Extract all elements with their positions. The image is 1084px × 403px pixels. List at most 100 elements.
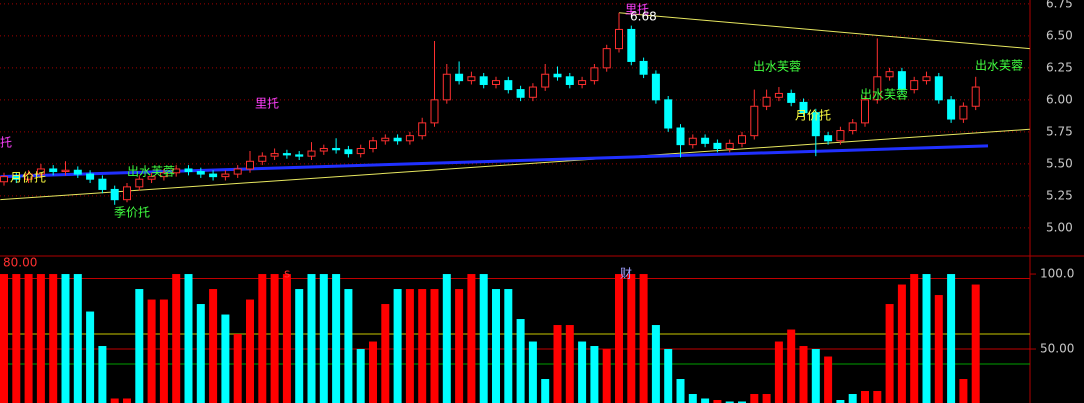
candle-body — [774, 92, 783, 98]
bar — [73, 274, 82, 403]
candle-body — [307, 150, 316, 157]
candle-body — [639, 60, 648, 75]
candle-body — [516, 89, 525, 98]
candle-body — [356, 147, 365, 155]
bar — [455, 289, 464, 403]
candle-body — [159, 172, 168, 178]
bar — [270, 274, 279, 403]
annotation: 月价托 — [795, 109, 831, 123]
candle-body — [541, 73, 550, 88]
bar — [861, 391, 869, 403]
annotation: 月价托 — [10, 171, 46, 185]
candle-body — [959, 105, 968, 120]
bar — [811, 349, 820, 403]
candle-body — [528, 86, 537, 98]
candle-body — [233, 168, 242, 175]
candle-body — [147, 176, 156, 180]
bar — [344, 289, 353, 403]
bar — [246, 299, 254, 403]
candle-body — [799, 101, 808, 114]
grid: 5.00 5.25 5.50 5.75 6.00 6.25 6.50 6.75 50.00 100… — [0, 0, 1074, 365]
y-tick-label: 6.25 — [1046, 60, 1073, 74]
bar — [651, 325, 660, 403]
candle-body — [73, 169, 82, 175]
candle-body — [0, 176, 8, 183]
annotation: 出水芙蓉 — [975, 59, 1023, 73]
candle-body — [836, 130, 845, 142]
y-tick-label: 5.50 — [1046, 156, 1073, 170]
bar — [664, 349, 673, 403]
bar — [442, 274, 451, 403]
candle-body — [49, 168, 58, 173]
bar — [897, 284, 906, 403]
candle-body — [455, 73, 464, 82]
candle-body — [615, 28, 623, 50]
bar — [528, 341, 537, 403]
candle-body — [861, 99, 869, 124]
candle-body — [270, 153, 279, 157]
candle-body — [12, 176, 21, 180]
trend-line — [0, 144, 989, 179]
candle-body — [135, 178, 144, 188]
candle-body — [393, 137, 402, 142]
candle-body — [492, 80, 500, 85]
bar — [688, 394, 697, 403]
panel-title: 80.00 — [3, 256, 37, 270]
bar — [86, 311, 95, 403]
bar — [565, 325, 574, 403]
candle-body — [750, 105, 759, 137]
bar — [947, 274, 956, 403]
bar — [516, 319, 525, 403]
annotation: 出水芙蓉 — [860, 88, 908, 102]
bar — [873, 391, 882, 403]
bar — [774, 341, 783, 403]
candle-body — [947, 99, 956, 120]
bar — [61, 274, 70, 403]
candle-body — [787, 92, 796, 103]
bar — [307, 274, 316, 403]
annotation: 里托 — [625, 3, 649, 17]
candle-body — [971, 86, 980, 107]
bar — [553, 325, 562, 403]
bar — [36, 274, 45, 403]
marks — [0, 12, 1030, 403]
bar — [787, 329, 796, 403]
candle-body — [418, 122, 427, 137]
bar — [824, 356, 833, 403]
bar — [184, 274, 193, 403]
candle-body — [258, 155, 267, 162]
candle-body — [221, 173, 230, 178]
candle-body — [713, 142, 722, 149]
bar — [971, 284, 980, 403]
bar — [98, 346, 107, 403]
bar — [430, 289, 439, 403]
candle-body — [209, 173, 218, 178]
bar — [922, 274, 931, 403]
candle-body — [590, 67, 599, 82]
bar — [332, 274, 341, 403]
candle-body — [762, 96, 771, 107]
candle-body — [848, 122, 857, 132]
candle-body — [910, 80, 919, 91]
candle-body — [332, 147, 341, 151]
candle-body — [196, 171, 205, 175]
bar — [836, 400, 845, 403]
candle-body — [98, 178, 107, 190]
annotation: 出水芙蓉 — [753, 60, 801, 74]
candle-body — [934, 76, 943, 101]
y-tick-label: 5.25 — [1046, 188, 1073, 202]
bar — [381, 304, 390, 403]
candle-body — [651, 73, 660, 101]
bar — [738, 401, 746, 403]
candle-body — [282, 153, 291, 156]
candle-body — [553, 73, 562, 78]
candle-body — [885, 71, 894, 78]
trend-line — [618, 12, 1030, 50]
bar — [602, 349, 611, 403]
candle-body — [24, 173, 33, 180]
candle-body — [738, 135, 746, 144]
candle-body — [110, 188, 119, 201]
annotations: 托 月价托 季价托 出水芙蓉 里托 里托 6.68 出水芙蓉 月价托 出水芙蓉 … — [0, 3, 1023, 281]
candle-body — [688, 137, 697, 146]
y-tick-label: 50.00 — [1040, 342, 1074, 356]
